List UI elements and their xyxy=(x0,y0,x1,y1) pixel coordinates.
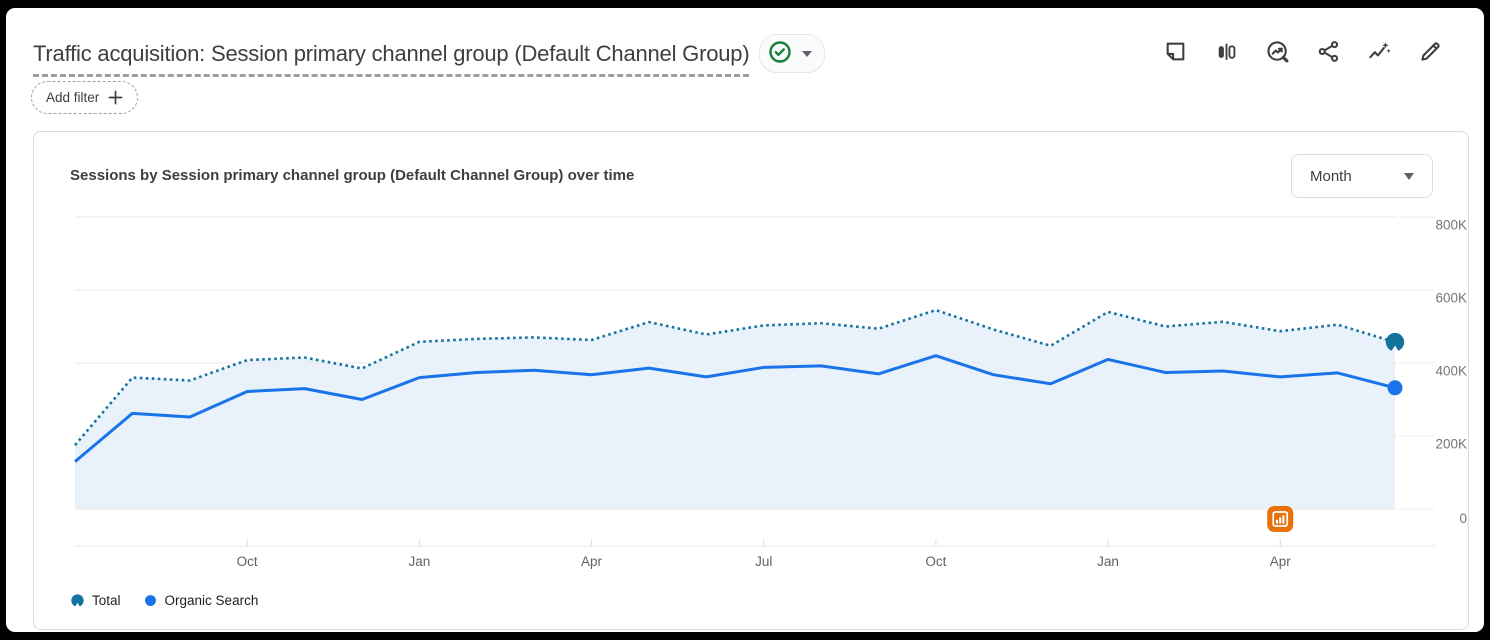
insight-badge[interactable] xyxy=(1267,506,1294,532)
trend-scope-icon xyxy=(1267,40,1289,62)
note-icon xyxy=(1166,42,1185,60)
report-page: Traffic acquisition: Session primary cha… xyxy=(6,8,1484,632)
legend-label-total: Total xyxy=(92,593,121,608)
chevron-down-icon xyxy=(802,50,813,57)
x-axis-label: Jul xyxy=(755,554,772,569)
legend-item-total[interactable]: Total xyxy=(70,593,121,608)
y-axis-label: 800K xyxy=(1435,218,1467,233)
pencil-icon xyxy=(1421,41,1440,61)
total-line[interactable] xyxy=(74,308,1396,446)
chart-title: Sessions by Session primary channel grou… xyxy=(70,167,635,184)
notes-button[interactable] xyxy=(1163,38,1189,64)
chevron-down-icon xyxy=(1404,172,1414,180)
plus-icon xyxy=(108,90,123,105)
total-pin-marker xyxy=(71,594,84,607)
explore-button[interactable] xyxy=(1265,38,1291,64)
chart-legend: Total Organic Search xyxy=(70,593,258,608)
x-axis-label: Apr xyxy=(1270,554,1292,569)
total-area-fill xyxy=(75,310,1395,509)
share-icon xyxy=(1318,40,1339,62)
organic-search-end-marker[interactable] xyxy=(1387,380,1403,396)
granularity-value: Month xyxy=(1310,167,1352,185)
comparison-icon xyxy=(1218,43,1236,60)
total-end-marker[interactable] xyxy=(1385,332,1405,351)
granularity-dropdown[interactable]: Month xyxy=(1291,154,1433,198)
insights-button[interactable] xyxy=(1367,38,1393,64)
x-axis-label: Jan xyxy=(408,554,430,569)
y-axis-label: 400K xyxy=(1435,364,1467,379)
legend-item-organic-search[interactable]: Organic Search xyxy=(143,593,259,608)
comparison-button[interactable] xyxy=(1214,38,1240,64)
sparkline-insights-icon xyxy=(1369,41,1391,58)
report-toolbar xyxy=(1163,34,1444,64)
organic-search-dot-marker xyxy=(144,595,156,606)
report-chart-card: Sessions by Session primary channel grou… xyxy=(33,131,1469,630)
add-filter-button[interactable]: Add filter xyxy=(31,81,139,114)
add-filter-label: Add filter xyxy=(46,90,100,105)
x-axis-label: Jan xyxy=(1097,554,1119,569)
check-circle-icon xyxy=(768,40,792,67)
edit-button[interactable] xyxy=(1418,38,1444,64)
x-axis-label: Oct xyxy=(925,554,946,569)
y-axis-label: 200K xyxy=(1435,437,1467,452)
insight-chart-glyph xyxy=(1272,511,1289,527)
sessions-time-series-chart[interactable]: 0 200K 400K 600K 800K Oct Jan Apr Jul Oct Jan Apr xyxy=(35,210,1469,578)
share-button[interactable] xyxy=(1316,38,1342,64)
x-axis-label: Apr xyxy=(581,554,603,569)
organic-search-line[interactable] xyxy=(74,354,1396,463)
page-title[interactable]: Traffic acquisition: Session primary cha… xyxy=(33,41,750,77)
report-header: Traffic acquisition: Session primary cha… xyxy=(33,34,1444,83)
report-status-dropdown[interactable] xyxy=(759,34,826,73)
x-axis-label: Oct xyxy=(237,554,258,569)
legend-label-organic-search: Organic Search xyxy=(164,593,259,608)
y-axis-label: 0 xyxy=(1459,511,1467,526)
y-axis-label: 600K xyxy=(1435,291,1467,306)
